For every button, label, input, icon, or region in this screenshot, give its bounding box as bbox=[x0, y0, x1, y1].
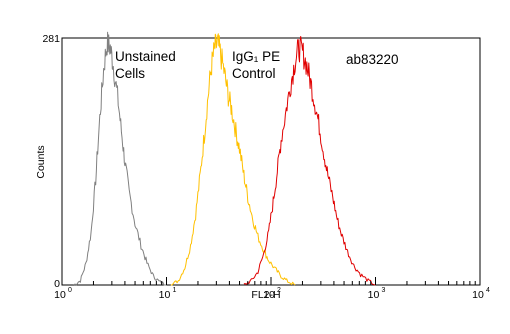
x-tick-exponent: 3 bbox=[382, 287, 386, 294]
y-axis-title: Counts bbox=[35, 145, 47, 178]
x-tick-exponent: 2 bbox=[277, 287, 281, 294]
x-tick-exponent: 4 bbox=[486, 287, 490, 294]
histogram-series-1 bbox=[73, 31, 167, 286]
x-tick-label: 10 bbox=[54, 289, 66, 301]
x-tick-exponent: 1 bbox=[173, 287, 177, 294]
histogram-series-2 bbox=[170, 33, 296, 286]
x-tick-label: 10 bbox=[263, 289, 275, 301]
plot-area bbox=[61, 37, 481, 286]
y-tick-label-max: 281 bbox=[42, 33, 60, 45]
series-annotation-3: ab83220 bbox=[346, 52, 399, 67]
x-axis-title: FL2-H bbox=[251, 289, 280, 301]
y-axis: 281 0 bbox=[42, 33, 68, 290]
x-axis: 10 0 10 1 10 2 10 3 10 4 bbox=[54, 277, 490, 301]
y-tick-label-min: 0 bbox=[54, 278, 60, 290]
series-annotation-1: Unstained Cells bbox=[115, 49, 176, 81]
x-tick-exponent: 0 bbox=[68, 287, 72, 294]
histogram-series-3 bbox=[243, 36, 376, 286]
histogram-curves bbox=[73, 31, 376, 286]
x-tick-label: 10 bbox=[368, 289, 380, 301]
annotations: Unstained Cells IgG₁ PE Control ab83220 bbox=[115, 49, 399, 81]
series-annotation-2: IgG₁ PE Control bbox=[232, 49, 280, 81]
x-tick-label: 10 bbox=[159, 289, 171, 301]
x-tick-label: 10 bbox=[472, 289, 484, 301]
